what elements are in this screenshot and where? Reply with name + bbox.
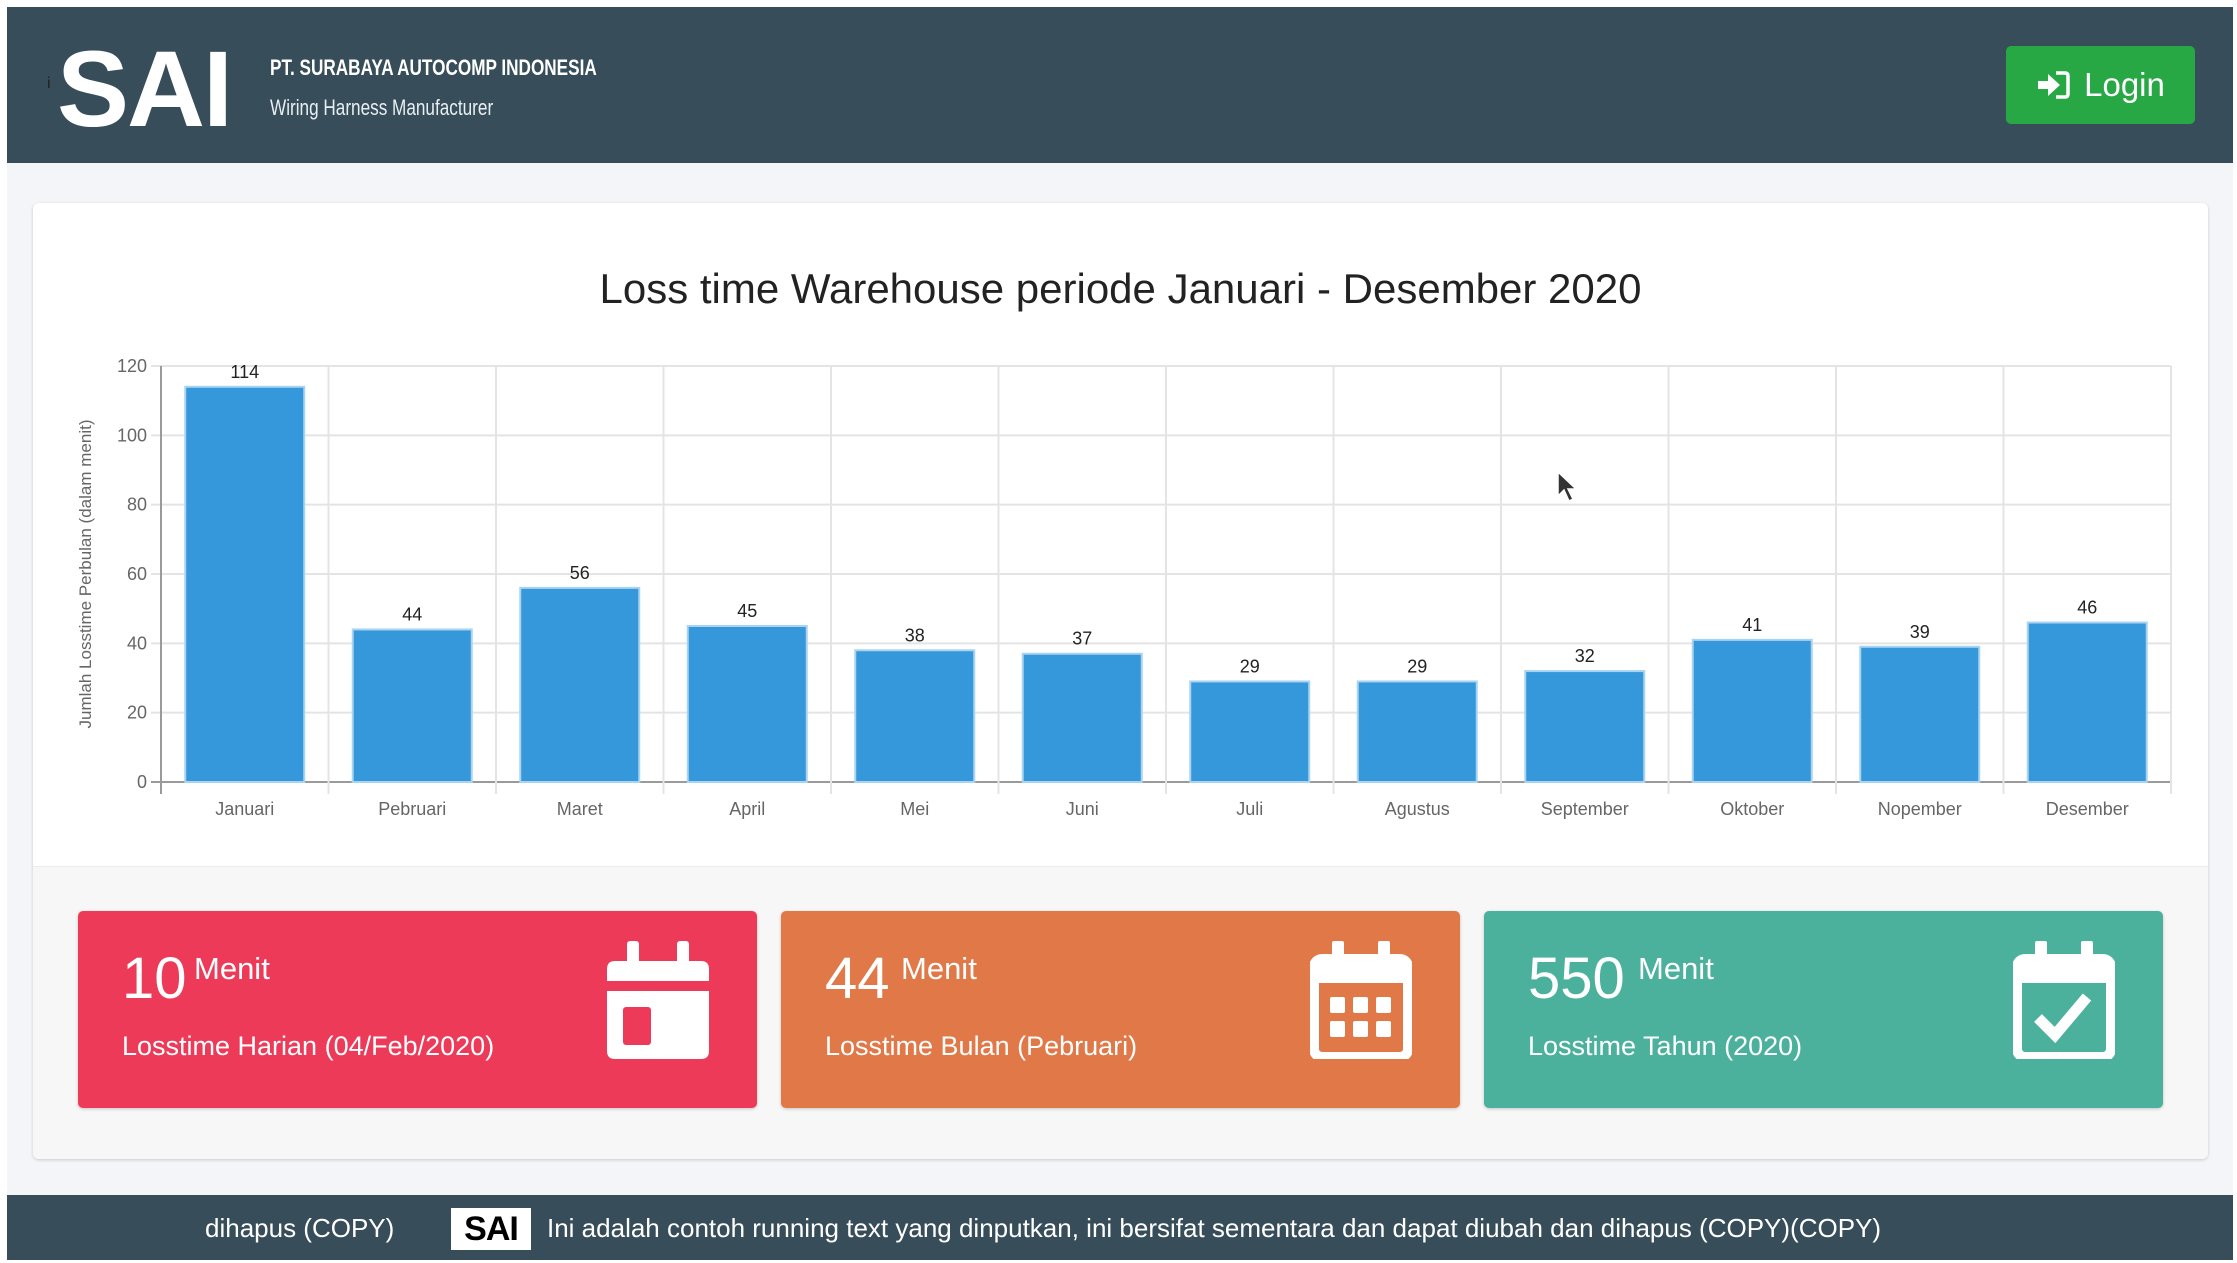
x-tick-label: Nopember xyxy=(1878,799,1962,819)
bar-september[interactable] xyxy=(1524,670,1646,784)
bar-pebruari[interactable] xyxy=(351,628,473,784)
bar-agustus[interactable] xyxy=(1356,680,1478,784)
stat-value: 550 xyxy=(1528,946,1625,1011)
company-tagline: Wiring Harness Manufacturer xyxy=(270,95,494,120)
stat-value: 44 xyxy=(825,946,890,1011)
calendar-month-icon xyxy=(1310,941,1412,1059)
x-tick-label: April xyxy=(729,799,765,819)
bar-maret[interactable] xyxy=(519,586,641,783)
y-tick-label: 120 xyxy=(117,356,147,376)
stat-unit: Menit xyxy=(194,951,270,986)
bar-value-label: 41 xyxy=(1742,615,1762,635)
x-tick-label: Mei xyxy=(900,799,929,819)
y-tick-label: 80 xyxy=(127,495,147,515)
bar-value-label: 56 xyxy=(570,563,590,583)
x-tick-label: Juni xyxy=(1066,799,1099,819)
login-label: Login xyxy=(2084,66,2165,103)
bar-value-label: 29 xyxy=(1240,656,1260,676)
header: i SAI PT. SURABAYA AUTOCOMP INDONESIA Wi… xyxy=(7,7,2233,163)
bar-oktober[interactable] xyxy=(1691,638,1813,783)
y-tick-label: 60 xyxy=(127,564,147,584)
bar-value-label: 114 xyxy=(230,362,259,382)
y-tick-label: 0 xyxy=(137,772,147,792)
stat-unit: Menit xyxy=(1638,951,1714,986)
stat-card-monthly: 44 Menit Losstime Bulan (Pebruari) xyxy=(781,911,1460,1108)
x-tick-label: Maret xyxy=(557,799,603,819)
stat-label: Losstime Harian (04/Feb/2020) xyxy=(122,1031,495,1061)
bar-april[interactable] xyxy=(686,625,808,783)
bar-juli[interactable] xyxy=(1189,680,1311,784)
stat-card-daily: 10 Menit Losstime Harian (04/Feb/2020) xyxy=(78,911,757,1108)
logo-mark: i xyxy=(47,75,51,92)
y-axis-label: Jumlah Losstime Perbulan (dalam menit) xyxy=(76,420,95,729)
logo: SAI xyxy=(57,28,233,149)
bar-value-label: 38 xyxy=(905,625,925,645)
bar-value-label: 32 xyxy=(1575,646,1595,666)
y-tick-label: 100 xyxy=(117,425,147,445)
calendar-check-icon xyxy=(2013,941,2115,1059)
bar-value-label: 44 xyxy=(402,604,422,624)
sign-in-icon xyxy=(2038,71,2070,99)
bar-value-label: 39 xyxy=(1910,622,1930,642)
stats-area: 10 Menit Losstime Harian (04/Feb/2020) 4… xyxy=(33,866,2208,1159)
bar-value-label: 45 xyxy=(737,601,757,621)
stat-value: 10 xyxy=(122,946,187,1011)
bar-januari[interactable] xyxy=(184,385,306,784)
calendar-day-icon xyxy=(607,941,709,1059)
chart-title: Loss time Warehouse periode Januari - De… xyxy=(599,265,1642,312)
x-tick-label: Pebruari xyxy=(378,799,446,819)
bar-nopember[interactable] xyxy=(1859,645,1981,783)
mouse-cursor-icon xyxy=(1557,470,1578,503)
x-tick-label: Januari xyxy=(215,799,274,819)
login-button[interactable]: Login xyxy=(2006,46,2195,124)
bar-value-label: 37 xyxy=(1072,629,1092,649)
bar-juni[interactable] xyxy=(1021,652,1143,783)
y-tick-label: 40 xyxy=(127,633,147,653)
stat-label: Losstime Bulan (Pebruari) xyxy=(825,1031,1138,1061)
x-tick-label: Desember xyxy=(2046,799,2129,819)
bar-chart: 0 20 40 60 80 100 120 114 Januari 44 Pebruari 56 Mar… xyxy=(76,356,2172,819)
bar-desember[interactable] xyxy=(2026,621,2148,783)
chart-card: Loss time Warehouse periode Januari - De… xyxy=(33,203,2208,1159)
running-text-tail: dihapus (COPY) xyxy=(205,1213,395,1243)
footer: dihapus (COPY) SAI Ini adalah contoh run… xyxy=(7,1195,2233,1260)
page: i SAI PT. SURABAYA AUTOCOMP INDONESIA Wi… xyxy=(7,7,2233,1260)
x-tick-label: Agustus xyxy=(1385,799,1450,819)
x-tick-label: September xyxy=(1541,799,1629,819)
running-text: Ini adalah contoh running text yang dinp… xyxy=(547,1213,1882,1243)
x-tick-label: Oktober xyxy=(1720,799,1784,819)
stat-unit: Menit xyxy=(901,951,977,986)
x-tick-label: Juli xyxy=(1236,799,1263,819)
bar-value-label: 46 xyxy=(2077,598,2097,618)
y-tick-label: 20 xyxy=(127,703,147,723)
bar-value-label: 29 xyxy=(1407,656,1427,676)
stat-label: Losstime Tahun (2020) xyxy=(1528,1031,1803,1061)
footer-logo: SAI xyxy=(451,1208,531,1250)
bar-mei[interactable] xyxy=(854,649,976,783)
stat-card-yearly: 550 Menit Losstime Tahun (2020) xyxy=(1484,911,2163,1108)
company-name: PT. SURABAYA AUTOCOMP INDONESIA xyxy=(270,55,597,80)
